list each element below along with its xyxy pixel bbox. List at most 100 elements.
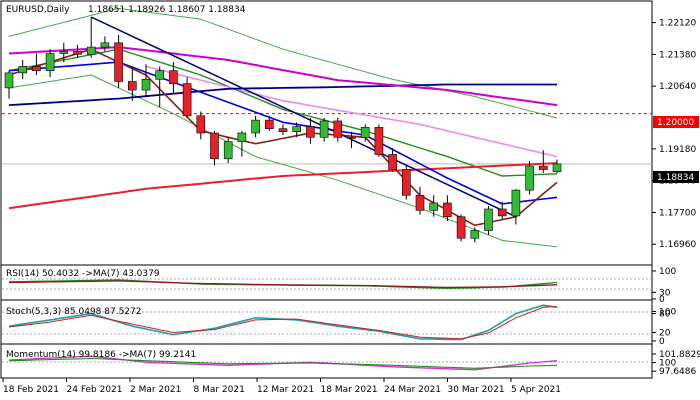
candle [306,117,315,144]
candle [182,77,192,118]
candle [552,159,562,174]
candle [18,59,28,80]
bull-candle-body [59,51,69,54]
candle [59,42,69,63]
y-tick-label: 1.17700 [659,208,696,218]
bear-candle-body [169,70,178,84]
bear-candle-body [128,81,137,91]
level-label-box [653,116,699,128]
candle [114,35,123,88]
symbol-label: EURUSD,Daily [6,5,70,15]
ma-magenta-line [8,46,558,107]
candle [264,115,274,131]
rsi-ma-line [8,280,558,289]
x-tick-label: 5 Apr 2021 [511,385,561,395]
candle [525,160,534,195]
bear-candle-body [415,194,425,211]
candle [470,227,480,243]
bollinger-lower-line [8,74,558,248]
bear-candle-body [73,51,82,55]
candle [45,49,55,78]
candle [128,66,137,101]
candle [538,150,548,173]
x-tick-label: 12 Mar 2021 [257,385,314,395]
momentum-pane-frame [0,343,653,379]
momentum-tick-label: 100 [659,359,676,369]
bear-candle-body [456,216,466,239]
bear-candle-body [374,127,384,155]
stoch-tick-label: 0 [659,337,665,347]
bull-candle-body [223,141,233,160]
rsi-tick-label: 100 [659,267,676,277]
price-label-box [653,171,699,183]
ma-pink-line [145,65,558,158]
bull-candle-body [319,120,329,138]
bear-candle-body [196,115,206,134]
candle [278,124,288,136]
bull-candle-body [251,119,260,134]
bull-candle-body [429,202,439,211]
candle [333,117,343,142]
candle [497,201,507,219]
bull-candle-body [360,127,370,138]
bull-candle-body [484,208,493,231]
stoch-tick-label: 80 [659,310,671,320]
candle [347,131,356,149]
candle [155,66,164,108]
bull-candle-body [292,126,302,133]
rsi-tick-label: 30 [659,288,671,298]
candle [374,124,384,157]
momentum-title: Momentum(14) 99.8186 ->MA(7) 99.2141 [6,350,196,360]
rsi-tick-label: 0 [659,295,665,305]
bull-candle-body [347,136,356,139]
candle [32,53,41,76]
candle [86,17,96,58]
candle [4,70,14,99]
candle [292,122,302,138]
stoch-title: Stoch(5,3,3) 85.0498 87.5272 [6,307,141,317]
candle [511,188,521,225]
bull-candle-body [155,70,164,80]
ma-darkred-line [8,48,558,227]
candle [237,130,247,157]
bull-candle-body [552,163,562,172]
bear-candle-body [306,126,315,138]
bear-candle-body [388,154,397,170]
y-tick-label: 1.16960 [659,240,696,250]
y-tick-label: 1.21380 [659,50,696,60]
bull-candle-body [470,230,480,239]
ohlc-readout: 1.18651 1.18926 1.18607 1.18834 [88,5,246,15]
x-tick-label: 8 Mar 2021 [194,385,245,395]
bull-candle-body [45,53,55,72]
candle [456,214,466,242]
bear-candle-body [333,120,343,138]
x-tick-label: 18 Mar 2021 [321,385,378,395]
candle [360,124,370,142]
candle [484,206,493,235]
bear-candle-body [32,66,41,72]
ma-blue-line [8,61,558,205]
candle [401,165,411,200]
bear-candle-body [182,83,192,117]
y-tick-label: 1.20640 [659,82,696,92]
bollinger-middle-line [8,48,558,177]
candle [100,36,110,52]
bull-candle-body [100,42,110,48]
trend-line [90,16,517,218]
level-label: 1.20000 [657,118,694,128]
bull-candle-body [4,72,14,89]
x-tick-label: 18 Feb 2021 [3,385,59,395]
bear-candle-body [114,42,123,82]
bull-candle-body [511,189,521,217]
rsi-title: RSI(14) 50.4032 ->MA(7) 43.0379 [6,269,160,279]
candle [443,195,452,222]
candle [210,130,219,166]
bull-candle-body [237,132,247,142]
candle [169,62,178,95]
bull-candle-body [86,46,96,55]
x-tick-label: 30 Mar 2021 [448,385,505,395]
momentum-tick-label: 101.8829 [659,350,700,360]
y-tick-label: 1.19180 [659,145,696,155]
